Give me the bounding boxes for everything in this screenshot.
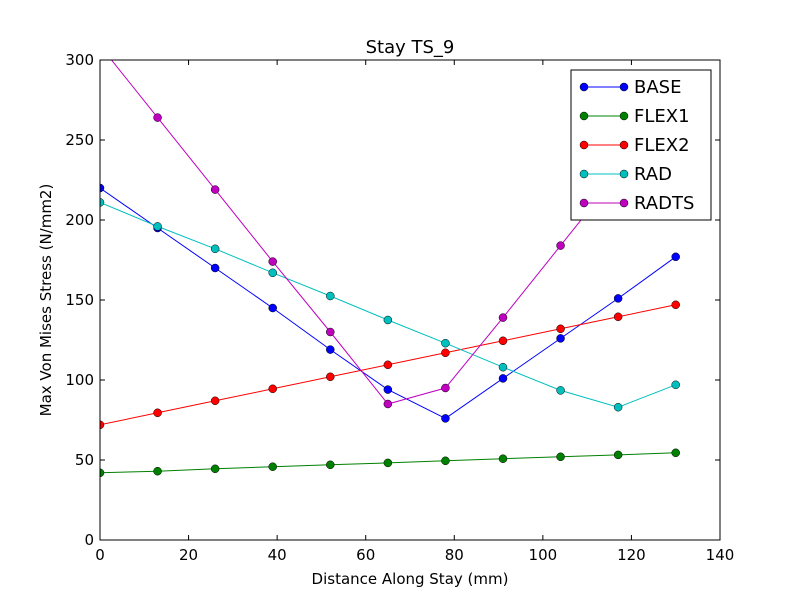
y-tick-label: 150 <box>65 291 94 309</box>
series-layer <box>96 42 680 478</box>
data-point-rad <box>556 386 565 395</box>
data-point-flex1 <box>210 464 220 474</box>
y-tick-label: 250 <box>65 131 94 149</box>
data-point-rad <box>326 291 335 301</box>
data-point-radts <box>383 399 393 409</box>
data-point-flex2 <box>153 408 162 418</box>
x-axis: 0 20 40 60 80 100 120 140 <box>95 60 734 564</box>
x-tick-label: 60 <box>356 546 375 564</box>
data-point-radts <box>153 113 162 122</box>
data-point-base <box>326 345 335 354</box>
x-tick-label: 120 <box>617 546 646 564</box>
y-tick-label: 0 <box>84 531 94 549</box>
data-point-flex2 <box>441 348 450 358</box>
data-point-flex1 <box>326 460 335 470</box>
data-point-radts <box>96 42 104 50</box>
data-point-base <box>268 303 277 313</box>
data-point-flex1 <box>556 452 565 462</box>
legend-marker-flex2 <box>579 140 589 150</box>
x-tick-label: 0 <box>95 546 105 564</box>
legend-marker-base <box>619 82 629 92</box>
data-point-flex2 <box>326 372 335 382</box>
data-point-flex1 <box>268 462 277 471</box>
chart-title: Stay TS_9 <box>366 37 455 58</box>
series-line-base <box>100 187 677 419</box>
y-axis: 0 50 100 150 200 250 300 <box>65 51 720 549</box>
data-point-rad <box>100 198 105 207</box>
x-tick-label: 40 <box>268 546 287 564</box>
legend-marker-rad <box>619 169 629 179</box>
data-point-base <box>100 183 105 193</box>
data-point-radts <box>441 383 450 393</box>
data-point-radts <box>268 257 277 266</box>
y-tick-label: 300 <box>65 51 94 69</box>
data-point-flex1 <box>613 450 623 460</box>
data-point-flex2 <box>268 384 277 394</box>
data-point-base <box>556 334 565 343</box>
data-point-rad <box>210 244 220 254</box>
data-point-radts <box>210 185 220 194</box>
data-point-rad <box>153 222 162 231</box>
legend-label-rad: RAD <box>634 164 672 185</box>
series-line-rad <box>100 201 676 408</box>
data-point-base <box>498 374 508 383</box>
data-point-rad <box>613 402 623 412</box>
data-point-rad <box>383 315 393 325</box>
y-tick-label: 100 <box>65 371 94 389</box>
data-point-flex2 <box>210 396 220 406</box>
data-point-flex2 <box>613 312 623 322</box>
data-point-flex1 <box>383 458 393 468</box>
data-point-radts <box>556 241 565 250</box>
legend-label-radts: RADTS <box>634 193 694 214</box>
x-tick-label: 80 <box>445 546 464 564</box>
data-point-base <box>671 252 680 262</box>
legend-marker-flex2 <box>619 140 629 150</box>
x-tick-label: 140 <box>706 546 735 564</box>
legend-label-flex2: FLEX2 <box>634 135 690 156</box>
data-point-base <box>383 385 393 394</box>
data-point-flex2 <box>498 336 508 346</box>
legend-marker-rad <box>579 169 589 179</box>
legend-marker-flex1 <box>619 111 629 121</box>
x-tick-label: 20 <box>179 546 198 564</box>
y-tick-label: 200 <box>65 211 94 229</box>
data-point-rad <box>441 338 450 348</box>
data-point-radts <box>326 327 335 337</box>
data-point-base <box>441 414 450 423</box>
legend-label-base: BASE <box>634 77 681 98</box>
data-point-flex1 <box>441 456 450 466</box>
data-point-flex1 <box>100 468 105 478</box>
y-tick-label: 50 <box>75 451 94 469</box>
data-point-rad <box>268 268 277 278</box>
data-point-rad <box>671 380 680 390</box>
legend-label-flex1: FLEX1 <box>634 106 690 127</box>
data-point-radts <box>498 313 508 322</box>
legend-marker-radts <box>619 198 629 208</box>
x-tick-label: 100 <box>529 546 558 564</box>
data-point-flex1 <box>153 466 162 476</box>
data-point-flex1 <box>498 454 508 463</box>
data-point-base <box>613 294 623 303</box>
data-point-flex2 <box>671 300 680 310</box>
data-point-flex2 <box>100 420 105 430</box>
y-axis-label: Max Von Mises Stress (N/mm2) <box>37 184 55 417</box>
legend-marker-base <box>579 82 589 92</box>
data-point-flex2 <box>383 360 393 370</box>
data-point-flex1 <box>671 448 680 458</box>
x-axis-label: Distance Along Stay (mm) <box>312 570 509 588</box>
legend: BASE FLEX1 FLEX2 RAD RADTS <box>570 69 712 221</box>
legend-marker-radts <box>579 198 589 208</box>
legend-marker-flex1 <box>579 111 589 121</box>
data-point-rad <box>498 362 508 372</box>
data-point-flex2 <box>556 324 565 334</box>
data-point-base <box>210 263 220 273</box>
